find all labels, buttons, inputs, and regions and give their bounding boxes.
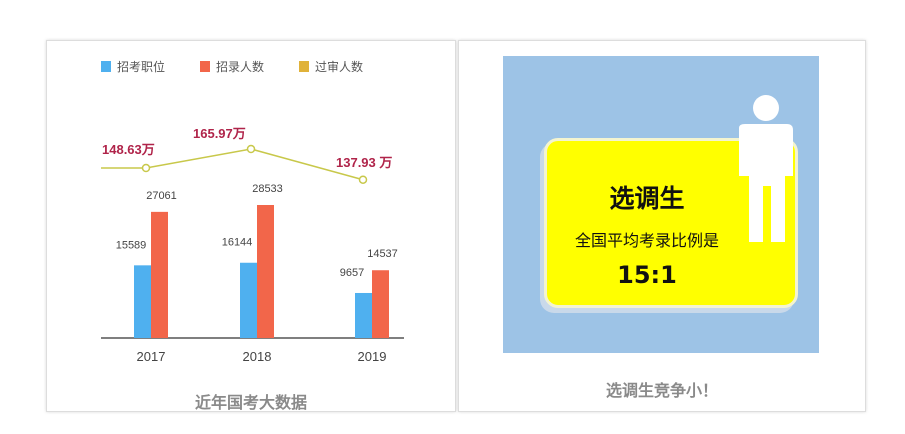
chart-caption: 近年国考大数据 <box>194 393 307 412</box>
bar-1 <box>151 211 168 338</box>
infographic-caption: 选调生竞争小！ <box>605 381 718 400</box>
line-label: 165.97万 <box>193 126 246 141</box>
bar-label: 15589 <box>116 239 147 251</box>
line-point <box>246 144 256 154</box>
bar-1 <box>257 205 274 338</box>
bar-0 <box>355 292 372 338</box>
bar-line-chart: 招考职位 招录人数 过审人数 2017 2018 2019 15589 16144 9657 27… <box>101 59 404 364</box>
bar-label: 28533 <box>252 183 283 195</box>
x-tick-label: 2017 <box>137 349 166 364</box>
line-label: 148.63万 <box>102 142 155 157</box>
bar-0 <box>134 265 151 338</box>
legend-swatch <box>200 61 210 72</box>
line-label: 137.93 万 <box>336 155 392 170</box>
bar-label: 27061 <box>146 190 177 202</box>
card-subtitle: 全国平均考录比例是 <box>574 231 719 250</box>
line-point <box>358 175 368 184</box>
legend-swatch <box>299 61 309 72</box>
x-tick-label: 2018 <box>243 349 272 364</box>
legend-label: 招录人数 <box>216 59 264 74</box>
chart-panel: 招考职位 招录人数 过审人数 2017 2018 2019 15589 16144 9657 27… <box>46 40 456 412</box>
infographic-panel: 选调生 全国平均考录比例是 15:1 选调生竞争小！ <box>458 40 866 412</box>
legend-label: 过审人数 <box>315 59 363 74</box>
bar-1 <box>372 270 389 338</box>
legend-swatch <box>101 61 111 72</box>
infographic-image: 选调生 全国平均考录比例是 15:1 <box>503 56 819 353</box>
x-tick-label: 2019 <box>358 349 387 364</box>
line-point <box>141 163 151 173</box>
bar-label: 14537 <box>367 248 398 260</box>
legend-label: 招考职位 <box>117 59 165 74</box>
card-title: 选调生 <box>609 184 685 213</box>
person-icon <box>739 95 793 242</box>
card-ratio: 15:1 <box>617 261 677 289</box>
bar-0 <box>240 262 257 338</box>
bar-label: 9657 <box>340 267 364 279</box>
bar-label: 16144 <box>222 237 253 249</box>
line-series <box>101 148 364 181</box>
